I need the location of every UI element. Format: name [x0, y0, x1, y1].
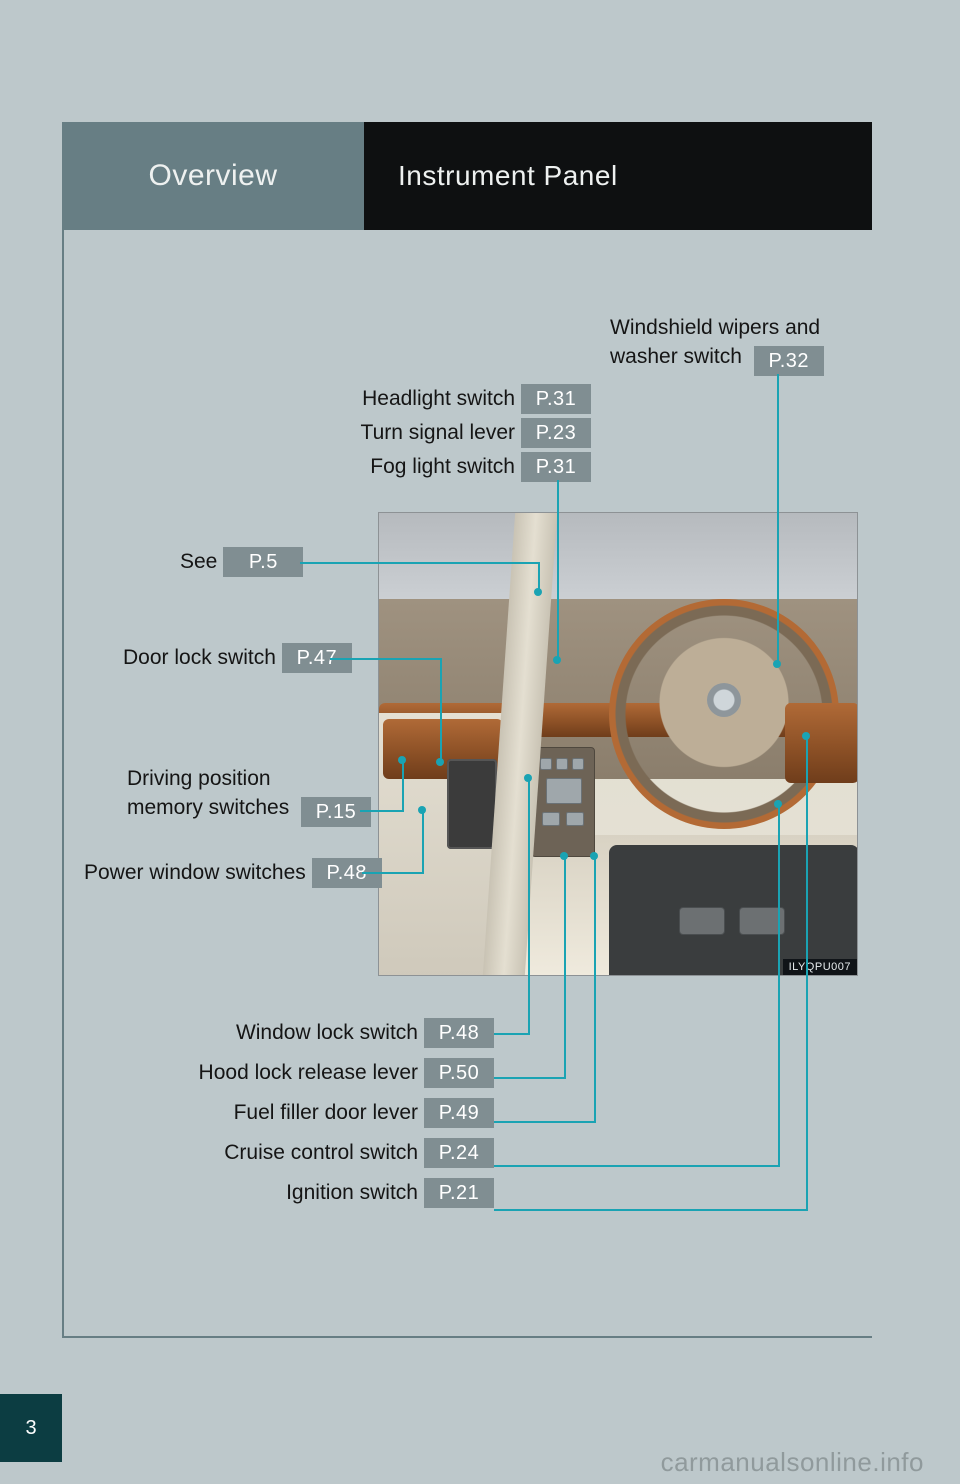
section-title: Instrument Panel [398, 160, 618, 192]
callout-headlight-text: Headlight switch [362, 387, 515, 411]
callout-cruise-page[interactable]: P.24 [424, 1138, 494, 1168]
callout-headlight-page[interactable]: P.31 [521, 384, 591, 414]
overview-label: Overview [148, 159, 277, 193]
leader-dot [774, 800, 782, 808]
leader-dot [524, 774, 532, 782]
callout-see: See P.5 [180, 547, 303, 577]
callout-hood-text: Hood lock release lever [199, 1061, 418, 1085]
leader [330, 658, 442, 660]
callout-turnsignal-text: Turn signal lever [361, 421, 515, 445]
leader-dot [773, 660, 781, 668]
instrument-panel-illustration: ILYQPU007 [378, 512, 858, 976]
leader-dot [553, 656, 561, 664]
callout-hood-page[interactable]: P.50 [424, 1058, 494, 1088]
leader-dot [436, 758, 444, 766]
callout-memory-page[interactable]: P.15 [301, 797, 371, 827]
callout-see-page[interactable]: P.5 [223, 547, 303, 577]
callout-see-text: See [180, 550, 217, 574]
frame-rule-left [62, 230, 64, 1338]
callout-winlock-page[interactable]: P.48 [424, 1018, 494, 1048]
callout-foglight-page[interactable]: P.31 [521, 452, 591, 482]
leader [440, 658, 442, 762]
callout-memory: Driving positionmemory switches P.15 [127, 765, 371, 823]
callout-turnsignal-page[interactable]: P.23 [521, 418, 591, 448]
leader-dot [560, 852, 568, 860]
leader [494, 1209, 808, 1211]
page-header: Overview Instrument Panel [62, 122, 872, 230]
leader [494, 1077, 566, 1079]
illustration-code: ILYQPU007 [783, 959, 857, 975]
callout-ignition-text: Ignition switch [286, 1181, 418, 1205]
manual-page: Overview Instrument Panel ILYQPU007 [0, 0, 960, 1484]
leader [778, 804, 780, 1167]
leader-dot [534, 588, 542, 596]
leader [594, 856, 596, 1123]
leader [422, 810, 424, 874]
leader [806, 736, 808, 1211]
leader-dot [590, 852, 598, 860]
leader [360, 810, 404, 812]
callout-fuel-text: Fuel filler door lever [234, 1101, 418, 1125]
callout-fuel-page[interactable]: P.49 [424, 1098, 494, 1128]
callout-doorlock: Door lock switch P.47 [123, 643, 352, 673]
leader [777, 374, 779, 664]
callout-doorlock-text: Door lock switch [123, 646, 276, 670]
leader [402, 760, 404, 812]
leader [557, 480, 559, 660]
leader-dot [398, 756, 406, 764]
callout-wipers-page[interactable]: P.32 [754, 346, 824, 376]
callout-winlock-text: Window lock switch [236, 1021, 418, 1045]
leader-dot [802, 732, 810, 740]
leader [494, 1033, 530, 1035]
leader [528, 778, 530, 1035]
callout-powerwin: Power window switches P.48 [84, 858, 382, 888]
callout-cruise-text: Cruise control switch [224, 1141, 418, 1165]
leader [564, 856, 566, 1079]
watermark-text: carmanualsonline.info [661, 1447, 924, 1478]
callout-foglight-text: Fog light switch [370, 455, 515, 479]
header-section-title: Instrument Panel [364, 122, 872, 230]
callout-ignition-page[interactable]: P.21 [424, 1178, 494, 1208]
leader [300, 562, 540, 564]
page-number: 3 [25, 1417, 36, 1440]
leader-dot [418, 806, 426, 814]
frame-rule-bottom [62, 1336, 872, 1338]
callout-bottom-group: Window lock switch P.48 Hood lock releas… [199, 1018, 494, 1208]
leader [494, 1121, 596, 1123]
callout-stalk-group: Headlight switch P.31 Turn signal lever … [361, 384, 591, 482]
leader [494, 1165, 780, 1167]
page-number-tab: 3 [0, 1394, 62, 1462]
header-overview-tab: Overview [62, 122, 364, 230]
leader [362, 872, 424, 874]
callout-powerwin-text: Power window switches [84, 861, 306, 885]
callout-wipers: Windshield wipers andwasher switch P.32 [610, 314, 875, 372]
